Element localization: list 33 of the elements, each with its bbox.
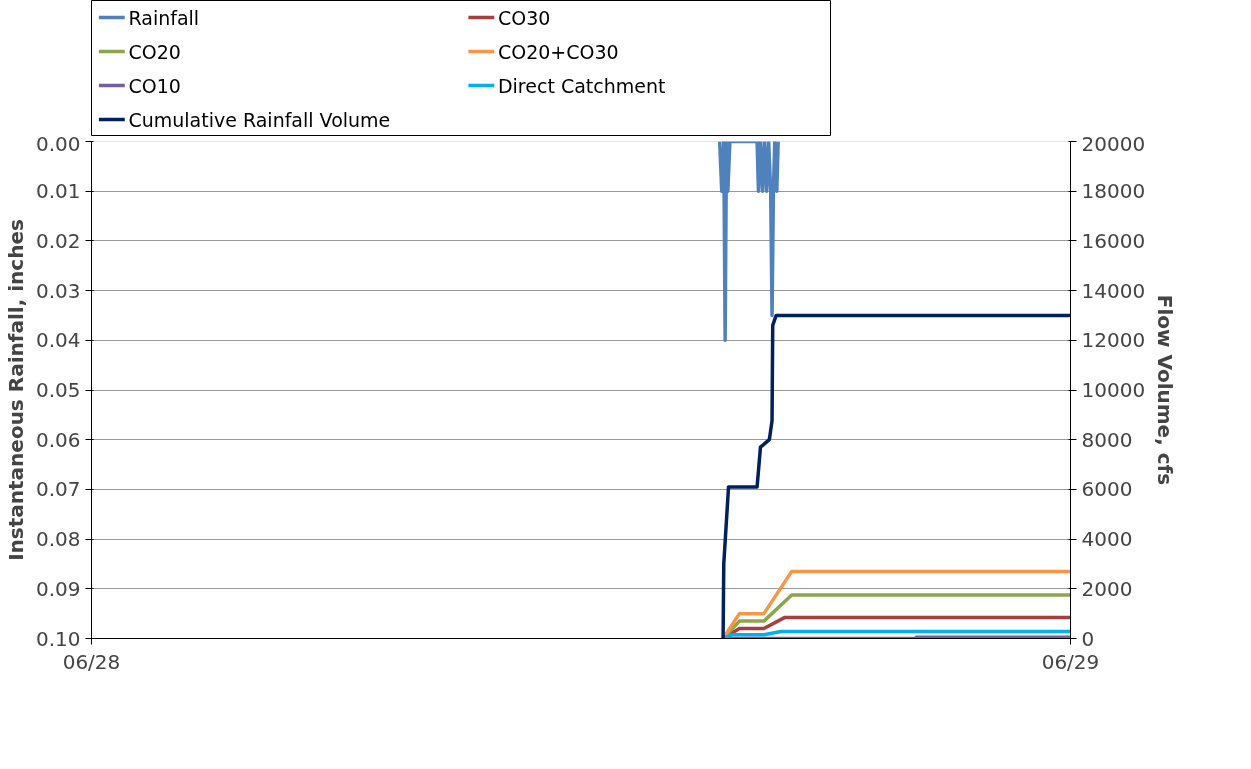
y2-tick-label: 10000 <box>1081 378 1146 402</box>
x-tick-label: 06/28 <box>62 649 121 674</box>
legend-label: CO10 <box>128 74 181 97</box>
y-tick-label: 0.07 <box>35 477 81 502</box>
y2-tick-label: 4000 <box>1081 527 1133 552</box>
y-tick-label: 0.00 <box>35 131 81 156</box>
legend-label: Cumulative Rainfall Volume <box>128 108 391 131</box>
y-tick-label: 0.10 <box>35 626 81 651</box>
y2-tick-label: 16000 <box>1081 228 1146 253</box>
y2-tick-label: 18000 <box>1081 179 1146 204</box>
legend-label: CO30 <box>497 6 551 29</box>
y-tick-label: 0.04 <box>35 328 81 353</box>
y-tick-label: 0.03 <box>35 278 81 303</box>
y-axis-title: Instantaneous Rainfall, inches <box>3 219 28 561</box>
y2-tick-label: 0 <box>1081 626 1095 651</box>
legend-label: Direct Catchment <box>497 74 666 97</box>
y2-tick-label: 14000 <box>1081 278 1146 303</box>
legend-label: Rainfall <box>128 6 200 29</box>
legend-label: CO20 <box>128 40 181 63</box>
y-tick-label: 0.06 <box>35 427 81 452</box>
y2-tick-label: 8000 <box>1081 427 1133 452</box>
y-tick-label: 0.08 <box>35 527 81 552</box>
y-tick-label: 0.05 <box>35 378 81 402</box>
y2-tick-label: 6000 <box>1081 477 1133 502</box>
y-tick-label: 0.09 <box>35 576 81 601</box>
y-tick-label: 0.02 <box>35 228 81 253</box>
x-tick-label: 06/29 <box>1041 649 1100 674</box>
y2-tick-label: 2000 <box>1081 576 1133 601</box>
y-tick-label: 0.01 <box>35 179 81 204</box>
y2-tick-label: 12000 <box>1081 328 1146 353</box>
y2-tick-label: 20000 <box>1081 131 1146 156</box>
y2-axis-title: Flow Volume, cfs <box>1153 294 1178 486</box>
legend-label: CO20+CO30 <box>497 40 619 63</box>
